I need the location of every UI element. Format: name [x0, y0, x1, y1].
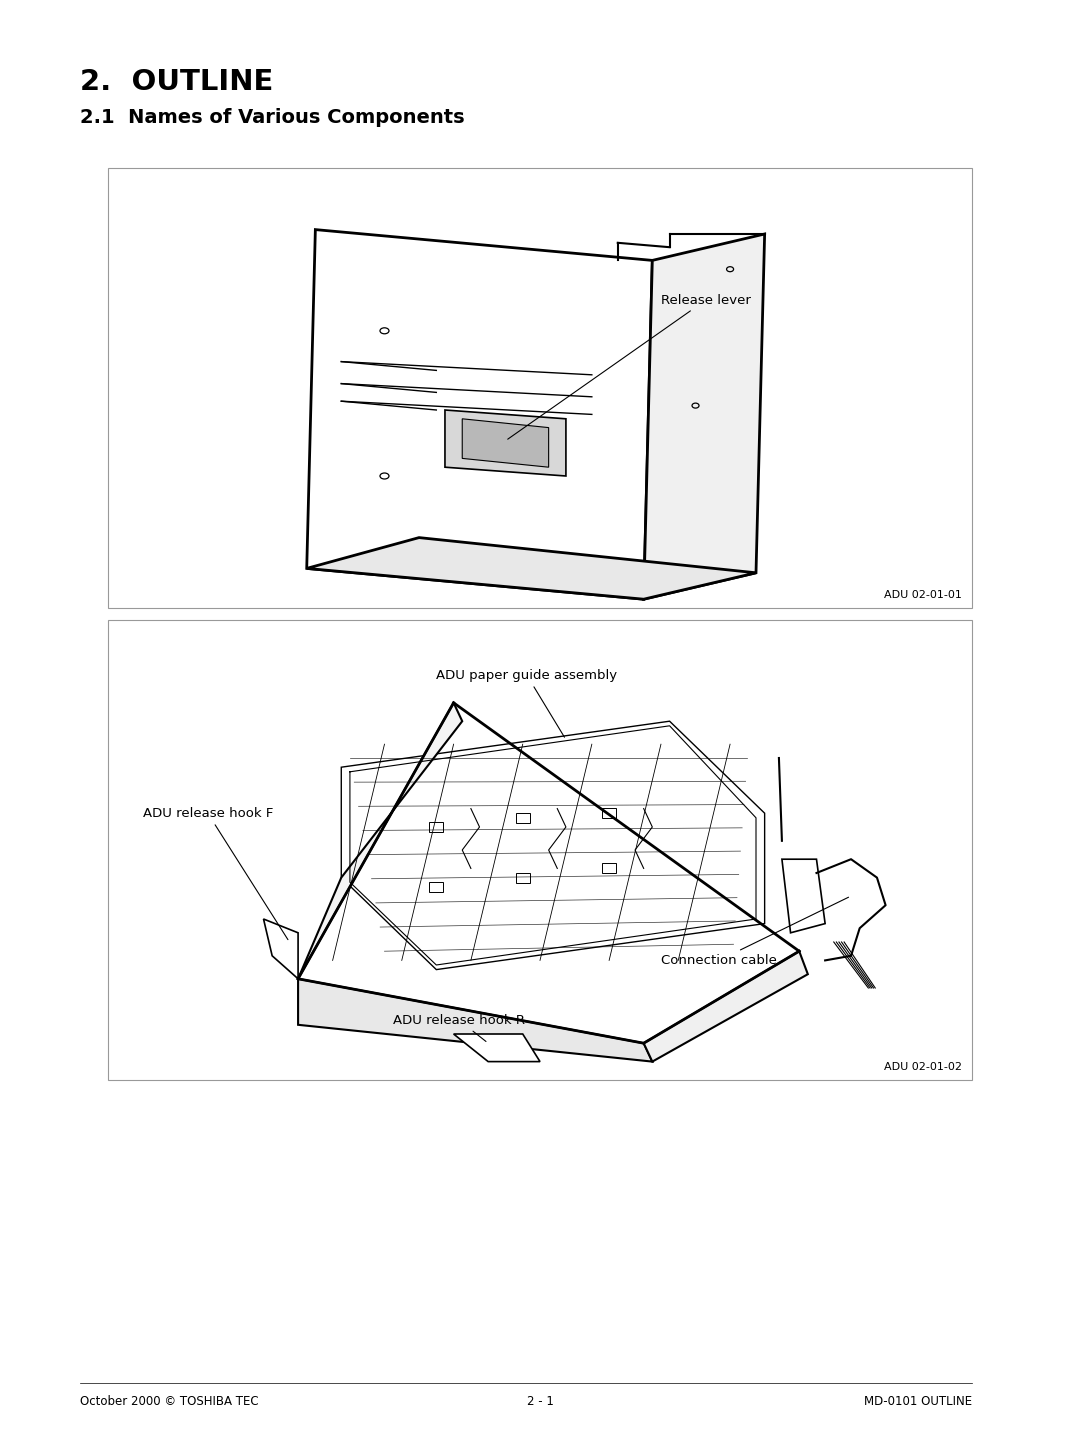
- Text: October 2000 © TOSHIBA TEC: October 2000 © TOSHIBA TEC: [80, 1395, 258, 1408]
- Text: ADU release hook F: ADU release hook F: [143, 807, 288, 940]
- Polygon shape: [462, 419, 549, 467]
- FancyBboxPatch shape: [603, 863, 616, 873]
- Text: 2.1  Names of Various Components: 2.1 Names of Various Components: [80, 108, 464, 127]
- FancyBboxPatch shape: [516, 873, 529, 882]
- Polygon shape: [307, 229, 652, 599]
- Polygon shape: [454, 1035, 540, 1062]
- Text: Connection cable: Connection cable: [661, 898, 849, 967]
- Text: ADU release hook R: ADU release hook R: [393, 1013, 525, 1042]
- Text: 2.  OUTLINE: 2. OUTLINE: [80, 68, 273, 97]
- FancyBboxPatch shape: [430, 882, 443, 892]
- Text: MD-0101 OUTLINE: MD-0101 OUTLINE: [864, 1395, 972, 1408]
- FancyBboxPatch shape: [603, 808, 616, 818]
- Bar: [108, 169, 972, 608]
- Polygon shape: [298, 703, 462, 978]
- Text: 2 - 1: 2 - 1: [527, 1395, 553, 1408]
- Polygon shape: [644, 951, 808, 1062]
- Bar: [108, 620, 972, 1079]
- Polygon shape: [298, 978, 652, 1062]
- Polygon shape: [264, 919, 298, 978]
- FancyBboxPatch shape: [516, 813, 529, 823]
- Polygon shape: [782, 859, 825, 932]
- Text: ADU paper guide assembly: ADU paper guide assembly: [436, 669, 618, 738]
- Polygon shape: [341, 720, 765, 970]
- Text: Release lever: Release lever: [508, 294, 751, 440]
- Polygon shape: [644, 233, 765, 599]
- Polygon shape: [445, 411, 566, 476]
- FancyBboxPatch shape: [430, 821, 443, 831]
- Text: ADU 02-01-01: ADU 02-01-01: [885, 589, 962, 599]
- Polygon shape: [307, 537, 756, 599]
- Text: ADU 02-01-02: ADU 02-01-02: [885, 1062, 962, 1072]
